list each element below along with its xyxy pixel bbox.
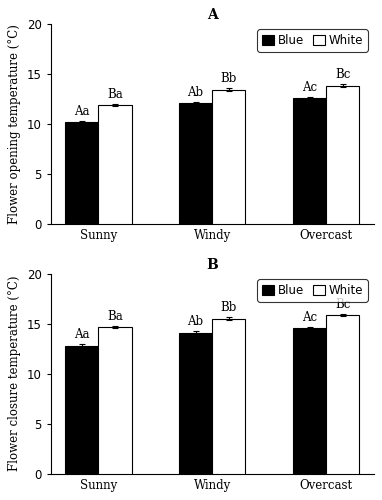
Title: B: B <box>206 258 218 272</box>
Text: Bc: Bc <box>335 298 351 311</box>
Bar <box>326 86 359 224</box>
Text: Aa: Aa <box>74 328 89 342</box>
Text: Aa: Aa <box>74 104 89 118</box>
Legend: Blue, White: Blue, White <box>257 280 368 302</box>
Text: Bb: Bb <box>221 302 237 314</box>
Bar <box>65 122 98 224</box>
Text: Ac: Ac <box>302 80 317 94</box>
Text: Ab: Ab <box>188 86 204 98</box>
Bar <box>212 318 246 474</box>
Text: Bb: Bb <box>221 72 237 85</box>
Bar <box>326 315 359 474</box>
Bar <box>65 346 98 474</box>
Bar <box>179 332 212 474</box>
Text: Ba: Ba <box>107 88 123 101</box>
Bar <box>293 98 326 224</box>
Bar <box>179 103 212 224</box>
Text: Ba: Ba <box>107 310 123 322</box>
Text: Ac: Ac <box>302 310 317 324</box>
Y-axis label: Flower opening temperature (°C): Flower opening temperature (°C) <box>8 24 21 224</box>
Bar <box>212 90 246 224</box>
Text: Ab: Ab <box>188 316 204 328</box>
Title: A: A <box>207 8 218 22</box>
Bar <box>98 105 131 224</box>
Bar <box>293 328 326 474</box>
Y-axis label: Flower closure temperature (°C): Flower closure temperature (°C) <box>8 276 21 471</box>
Legend: Blue, White: Blue, White <box>257 30 368 52</box>
Bar <box>98 326 131 474</box>
Text: Bc: Bc <box>335 68 351 82</box>
